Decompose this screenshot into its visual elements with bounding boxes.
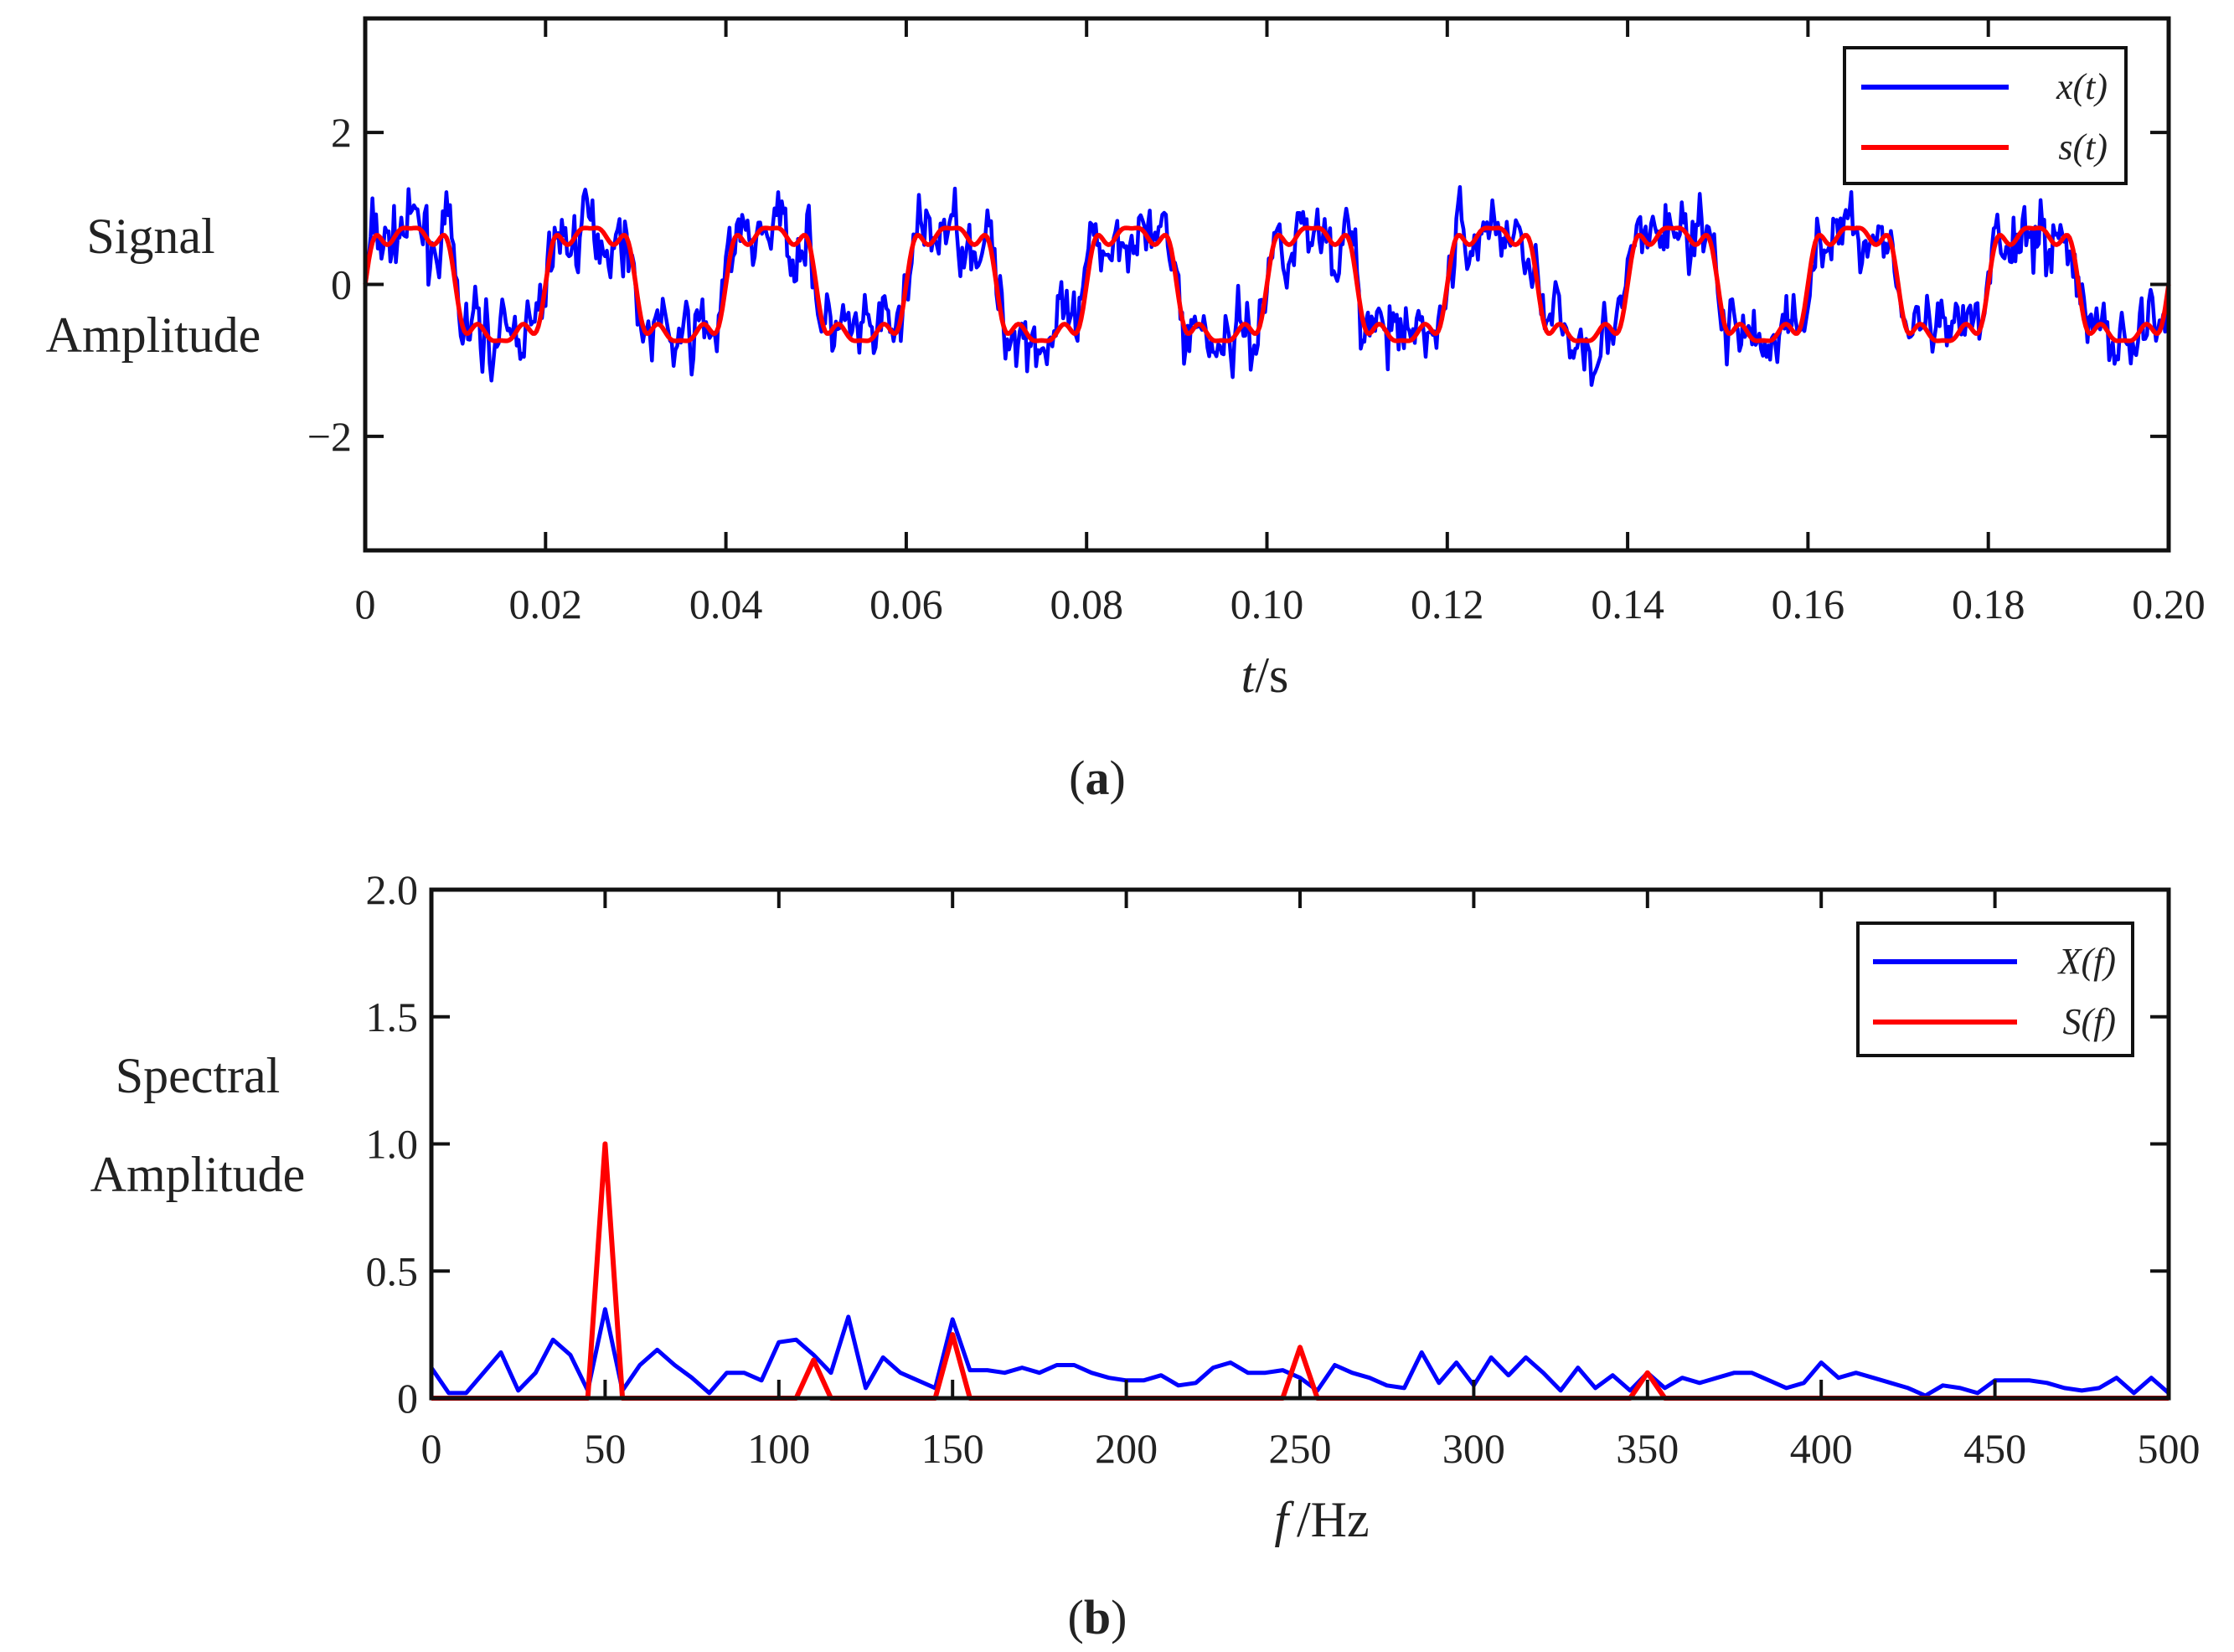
legend-label-x-t: x(t)	[2056, 66, 2108, 107]
panel-b-xtick-label: 0	[421, 1425, 442, 1472]
panel-a-ytick-label: 2	[331, 109, 352, 156]
panel-a-xtick-label: 0.04	[689, 581, 763, 627]
panel-b-ylabel-line2: Amplitude	[90, 1147, 306, 1202]
panel-a-xtick-label: 0.10	[1231, 581, 1304, 627]
panel-b-ytick-label: 1.0	[366, 1121, 419, 1168]
series-line-X-f	[429, 1307, 2170, 1398]
panel-a-caption: (a)	[1069, 751, 1126, 805]
panel-a-ylabel-line1: Signal	[86, 209, 214, 264]
panel-a-tick-labels: 0 0.02 0.04 0.06 0.08 0.10 0.12 0.14 0.16 0.18 0.2…	[307, 109, 2206, 627]
panel-b-ylabel-line1: Spectral	[116, 1048, 281, 1103]
panel-b-tick-labels: 0 50 100 150 200 250 300 350 400 450 500 0 0.5 1.0 1.5…	[366, 866, 2200, 1472]
panel-a-xtick-label: 0.06	[869, 581, 943, 627]
panel-b-ytick-label: 0.5	[366, 1247, 419, 1294]
panel-b-xtick-label: 100	[747, 1425, 810, 1472]
panel-a-legend: x(t) s(t)	[1843, 46, 2128, 185]
panel-b-legend: X(f) S(f)	[1856, 922, 2134, 1057]
series-line-s-t	[363, 225, 2171, 343]
panel-b-axes-frame	[429, 887, 2171, 1401]
panel-b-series	[429, 1141, 2170, 1401]
panel-b-xtick-label: 400	[1790, 1425, 1853, 1472]
panel-a-xlabel-unit: /s	[1255, 648, 1288, 703]
panel-b-ytick-label: 1.5	[366, 994, 419, 1040]
panel-b-xtick-label: 450	[1963, 1425, 2026, 1472]
panel-a-ytick-label: −2	[307, 413, 352, 460]
legend-label-s-t: s(t)	[2058, 126, 2108, 168]
panel-b-xtick-label: 500	[2138, 1425, 2200, 1472]
panel-a-legend-box	[1843, 46, 2128, 185]
panel-a-xtick-label: 0.12	[1411, 581, 1484, 627]
panel-b-caption: (b)	[1068, 1590, 1127, 1644]
panel-a-xtick-label: 0.02	[509, 581, 583, 627]
panel-a-ylabel-line2: Amplitude	[46, 307, 261, 363]
panel-a-xlabel-var: t	[1241, 648, 1256, 703]
panel-b-legend-box	[1856, 922, 2134, 1057]
panel-a-xtick-label: 0.14	[1591, 581, 1664, 627]
panel-a-xtick-label: 0.08	[1050, 581, 1123, 627]
panel-a: 0 0.02 0.04 0.06 0.08 0.10 0.12 0.14 0.16 0.18 0.2…	[46, 16, 2206, 805]
panel-b-ytick-label: 0	[397, 1375, 418, 1422]
legend-label-X-f: X(f)	[2057, 941, 2116, 982]
panel-a-axes-frame	[363, 16, 2171, 553]
panel-b-xtick-label: 250	[1269, 1425, 1332, 1472]
panel-b-ytick-label: 2.0	[366, 866, 419, 913]
panel-b-xtick-label: 150	[921, 1425, 984, 1472]
panel-b-xlabel-var: f	[1274, 1492, 1294, 1547]
panel-b-xtick-label: 50	[584, 1425, 626, 1472]
panel-b-xlabel-unit: /Hz	[1297, 1492, 1370, 1547]
panel-b-xtick-label: 200	[1095, 1425, 1158, 1472]
panel-b: 0 50 100 150 200 250 300 350 400 450 500 0 0.5 1.0 1.5…	[90, 866, 2200, 1644]
panel-a-caption-letter: a	[1086, 751, 1110, 805]
panel-a-xlabel: t/s	[1241, 648, 1289, 703]
panel-b-xtick-label: 350	[1616, 1425, 1679, 1472]
panel-a-xtick-label: 0.18	[1952, 581, 2025, 627]
panel-a-xtick-label: 0.16	[1772, 581, 1845, 627]
panel-b-caption-letter: b	[1084, 1590, 1111, 1644]
panel-a-xtick-label: 0.20	[2132, 581, 2206, 627]
legend-label-S-f: S(f)	[2062, 1001, 2116, 1042]
panel-b-xtick-label: 300	[1442, 1425, 1505, 1472]
panel-b-xlabel: f/Hz	[1274, 1492, 1369, 1547]
panel-a-xtick-label: 0	[355, 581, 376, 627]
series-line-S-f	[431, 1141, 2169, 1401]
panel-a-series	[363, 184, 2171, 387]
panel-a-ytick-label: 0	[331, 261, 352, 308]
